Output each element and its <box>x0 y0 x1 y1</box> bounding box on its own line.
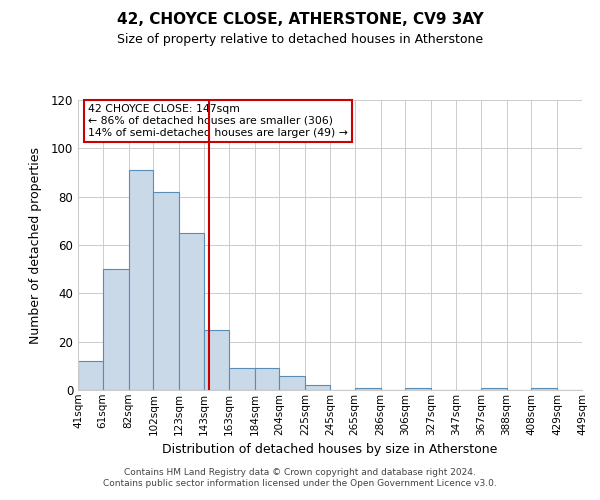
Bar <box>280 376 305 390</box>
Bar <box>103 269 128 390</box>
Text: 42, CHOYCE CLOSE, ATHERSTONE, CV9 3AY: 42, CHOYCE CLOSE, ATHERSTONE, CV9 3AY <box>116 12 484 28</box>
Text: 42 CHOYCE CLOSE: 147sqm
← 86% of detached houses are smaller (306)
14% of semi-d: 42 CHOYCE CLOSE: 147sqm ← 86% of detache… <box>88 104 348 138</box>
Bar <box>179 233 204 390</box>
Bar <box>532 388 557 390</box>
Bar <box>229 368 254 390</box>
Bar <box>78 361 103 390</box>
Text: Size of property relative to detached houses in Atherstone: Size of property relative to detached ho… <box>117 32 483 46</box>
Bar <box>481 388 506 390</box>
X-axis label: Distribution of detached houses by size in Atherstone: Distribution of detached houses by size … <box>163 443 497 456</box>
Bar <box>154 192 179 390</box>
Bar <box>305 385 330 390</box>
Bar <box>204 330 229 390</box>
Bar <box>254 368 280 390</box>
Y-axis label: Number of detached properties: Number of detached properties <box>29 146 43 344</box>
Text: Contains HM Land Registry data © Crown copyright and database right 2024.
Contai: Contains HM Land Registry data © Crown c… <box>103 468 497 487</box>
Bar <box>355 388 380 390</box>
Bar <box>406 388 431 390</box>
Bar <box>128 170 154 390</box>
